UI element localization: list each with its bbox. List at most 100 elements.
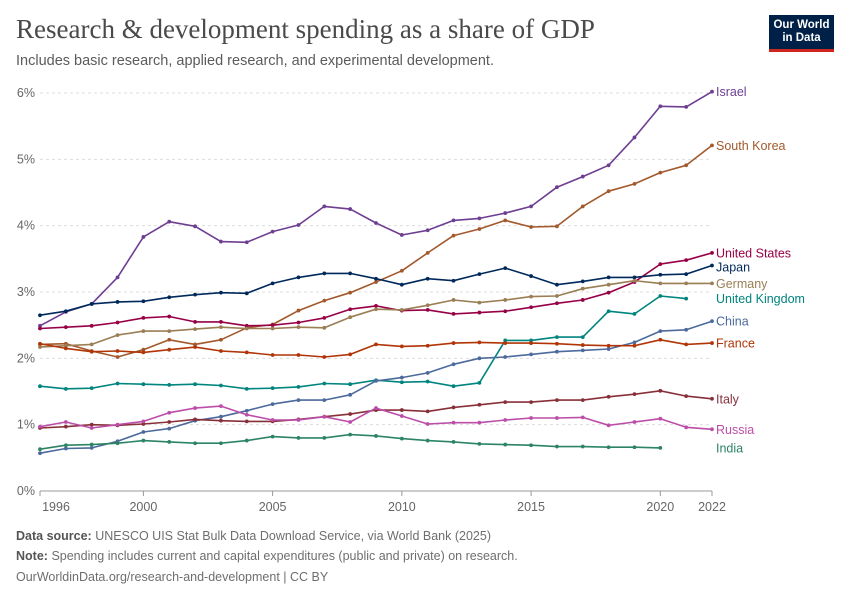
data-point-russia bbox=[399, 414, 404, 418]
data-point-russia bbox=[348, 420, 353, 424]
data-point-italy bbox=[710, 396, 714, 401]
y-tick-label: 1% bbox=[17, 418, 35, 432]
data-point-germany bbox=[425, 303, 430, 308]
data-point-china bbox=[167, 426, 172, 431]
data-point-russia bbox=[89, 426, 94, 430]
data-point-china bbox=[63, 446, 68, 451]
data-point-russia bbox=[529, 416, 533, 420]
data-point-france bbox=[399, 344, 404, 349]
data-point-france bbox=[658, 337, 663, 342]
data-point-united-states bbox=[477, 310, 482, 315]
data-point-italy bbox=[193, 417, 197, 422]
data-point-russia bbox=[296, 418, 301, 422]
data-point-germany bbox=[322, 325, 327, 330]
series-line-china[interactable] bbox=[39, 320, 713, 454]
data-point-japan bbox=[580, 279, 585, 284]
data-point-france bbox=[348, 352, 353, 357]
data-point-italy bbox=[141, 422, 146, 426]
data-point-japan bbox=[167, 295, 172, 300]
data-point-france bbox=[141, 350, 146, 355]
data-point-china bbox=[296, 398, 301, 403]
logo-line-2: in Data bbox=[782, 32, 821, 44]
data-point-united-states bbox=[296, 320, 301, 325]
data-point-united-states bbox=[451, 311, 456, 316]
data-point-united-kingdom bbox=[38, 384, 42, 389]
y-tick-label: 6% bbox=[17, 86, 35, 100]
data-point-france bbox=[477, 340, 482, 345]
data-point-india bbox=[141, 438, 146, 443]
data-point-italy bbox=[503, 400, 508, 405]
note-label: Note: bbox=[16, 549, 48, 563]
data-point-israel bbox=[632, 135, 637, 140]
data-point-china bbox=[710, 319, 714, 324]
data-point-israel bbox=[503, 211, 508, 215]
data-point-israel bbox=[270, 229, 275, 234]
series-line-israel[interactable] bbox=[39, 91, 713, 327]
data-point-south-korea bbox=[399, 268, 404, 273]
x-tick-label: 2005 bbox=[259, 500, 287, 514]
series-line-united-states[interactable] bbox=[39, 252, 713, 330]
data-point-south-korea bbox=[348, 290, 353, 295]
data-point-india bbox=[115, 441, 120, 446]
data-point-india bbox=[63, 443, 68, 448]
data-point-india bbox=[193, 441, 197, 446]
data-point-united-kingdom bbox=[141, 382, 146, 387]
owid-logo[interactable]: Our World in Data bbox=[769, 15, 834, 52]
data-point-germany bbox=[38, 345, 42, 349]
series-label-india: India bbox=[716, 441, 743, 455]
series-line-germany[interactable] bbox=[39, 279, 712, 348]
data-point-india bbox=[167, 440, 172, 444]
data-point-russia bbox=[684, 425, 689, 430]
data-point-china bbox=[580, 348, 585, 353]
data-point-china bbox=[503, 355, 508, 359]
data-point-south-korea bbox=[477, 227, 482, 231]
data-point-israel bbox=[322, 204, 327, 209]
data-point-russia bbox=[270, 418, 275, 422]
credit-link[interactable]: OurWorldinData.org/research-and-developm… bbox=[16, 570, 329, 584]
data-point-italy bbox=[477, 402, 482, 407]
data-source-label: Data source: bbox=[16, 529, 92, 543]
note-text: Spending includes current and capital ex… bbox=[51, 549, 518, 563]
data-point-india bbox=[529, 443, 533, 448]
data-point-south-korea bbox=[529, 225, 533, 229]
data-point-india bbox=[477, 442, 482, 446]
data-point-united-states bbox=[529, 305, 533, 310]
data-point-japan bbox=[632, 275, 637, 280]
data-point-israel bbox=[167, 219, 172, 224]
data-point-russia bbox=[38, 424, 42, 429]
data-point-israel bbox=[296, 223, 301, 227]
data-point-china bbox=[374, 378, 378, 383]
data-point-russia bbox=[606, 423, 611, 428]
data-point-japan bbox=[477, 272, 482, 276]
data-point-china bbox=[399, 375, 404, 380]
series-label-united-kingdom: United Kingdom bbox=[716, 292, 805, 306]
data-point-japan bbox=[89, 302, 94, 306]
series-line-united-kingdom[interactable] bbox=[39, 295, 687, 390]
data-point-japan bbox=[425, 276, 430, 281]
data-point-germany bbox=[141, 329, 146, 334]
series-line-south-korea[interactable] bbox=[39, 144, 713, 358]
data-point-italy bbox=[529, 400, 533, 405]
series-label-russia: Russia bbox=[716, 423, 754, 437]
data-point-russia bbox=[451, 420, 456, 425]
data-point-israel bbox=[374, 221, 378, 225]
data-point-japan bbox=[374, 276, 378, 281]
data-point-japan bbox=[606, 275, 611, 280]
data-point-israel bbox=[244, 240, 249, 245]
data-point-japan bbox=[244, 291, 249, 296]
data-point-japan bbox=[115, 300, 120, 304]
data-point-united-kingdom bbox=[658, 294, 663, 298]
data-point-united-states bbox=[89, 323, 94, 328]
data-point-china bbox=[632, 340, 637, 345]
data-point-south-korea bbox=[451, 233, 456, 238]
series-line-india[interactable] bbox=[39, 433, 661, 450]
data-point-united-kingdom bbox=[63, 386, 68, 391]
data-point-china bbox=[658, 329, 663, 334]
data-point-china bbox=[270, 402, 275, 407]
data-point-russia bbox=[425, 422, 430, 426]
data-point-japan bbox=[322, 271, 327, 276]
data-point-germany bbox=[684, 281, 689, 286]
data-point-china bbox=[477, 356, 482, 361]
data-point-russia bbox=[141, 419, 146, 424]
data-point-united-states bbox=[322, 315, 327, 320]
